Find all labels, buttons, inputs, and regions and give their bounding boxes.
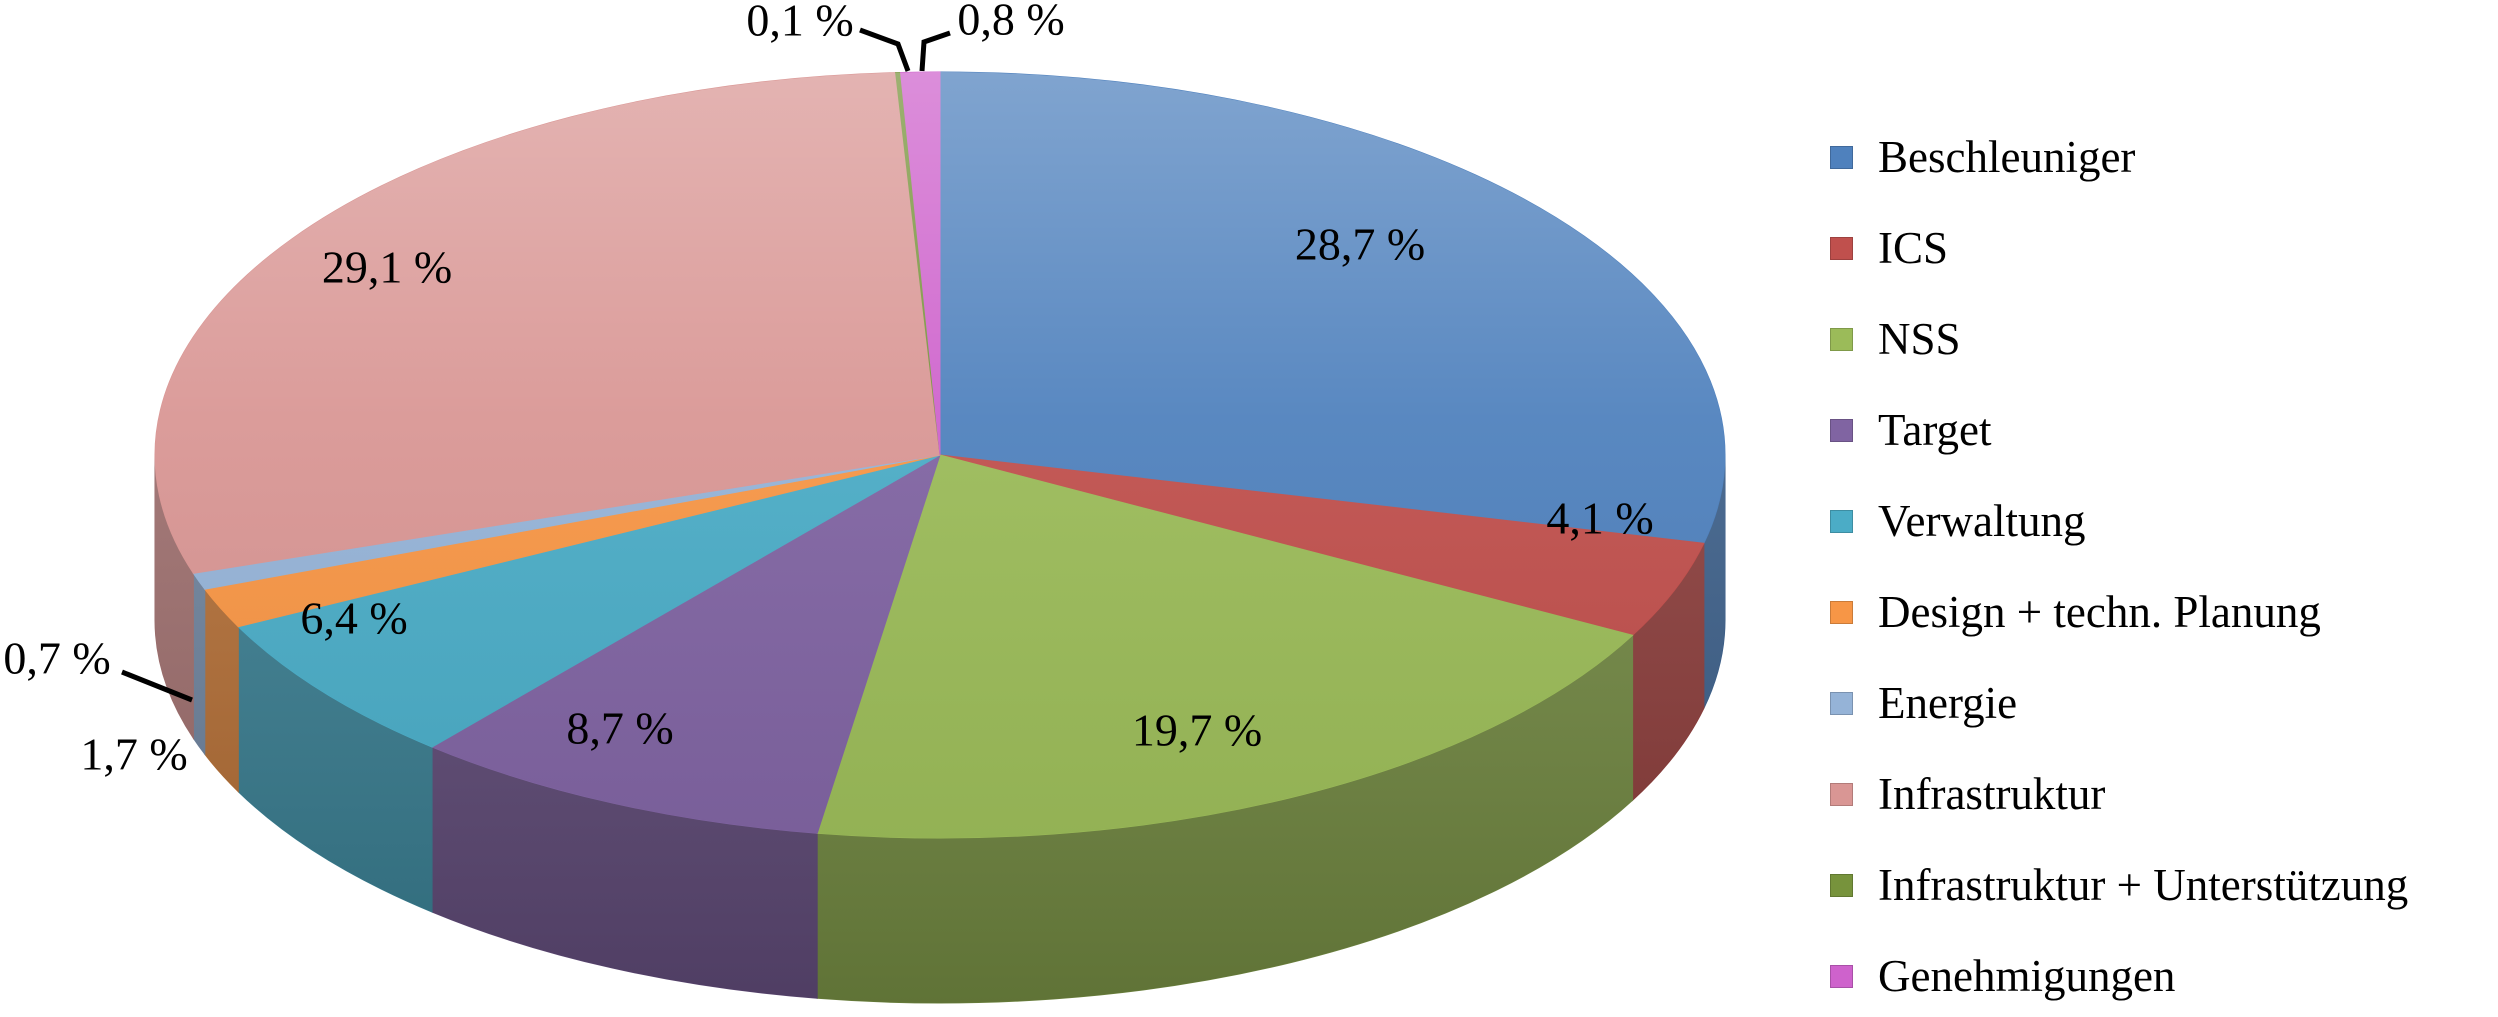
legend-item: Infrastruktur	[1830, 749, 2490, 840]
pie-value-label: 0,8 %	[957, 0, 1064, 45]
legend-swatch	[1830, 419, 1853, 442]
legend-swatch	[1830, 510, 1853, 533]
legend-swatch	[1830, 783, 1853, 806]
legend-label: Verwaltung	[1878, 496, 2086, 546]
legend-swatch	[1830, 601, 1853, 624]
pie-value-labels: 28,7 % 4,1 % 19,7 % 8,7 % 6,4 % 1,7 % 0,7 % 29,…	[3, 0, 1653, 780]
legend-swatch	[1830, 692, 1853, 715]
pie-value-label: 6,4 %	[300, 593, 407, 644]
leader-line	[121, 669, 193, 703]
pie-value-label: 1,7 %	[80, 729, 187, 780]
legend-swatch	[1830, 965, 1853, 988]
pie-value-label: 0,1 %	[746, 0, 853, 46]
pie-value-label: 19,7 %	[1132, 705, 1262, 756]
legend-label: Infrastruktur	[1878, 769, 2106, 819]
leader-line	[859, 27, 911, 72]
legend-label: Infrastruktur + Unterstützung	[1878, 860, 2409, 910]
pie-value-label: 0,7 %	[3, 633, 110, 684]
legend-swatch	[1830, 146, 1853, 169]
legend-swatch	[1830, 328, 1853, 351]
legend-item: Verwaltung	[1830, 476, 2490, 567]
pie-value-label: 28,7 %	[1295, 219, 1425, 270]
legend-item: Genehmigungen	[1830, 931, 2490, 1017]
pie-value-label: 29,1 %	[322, 242, 452, 293]
legend-item: Design + techn. Planung	[1830, 567, 2490, 658]
legend-swatch	[1830, 237, 1853, 260]
legend-swatch	[1830, 874, 1853, 897]
label-leader-lines	[121, 27, 951, 703]
legend-item: NSS	[1830, 294, 2490, 385]
legend-item: Beschleuniger	[1830, 112, 2490, 203]
legend-item: Target	[1830, 385, 2490, 476]
legend-label: Beschleuniger	[1878, 132, 2136, 182]
legend-item: Energie	[1830, 658, 2490, 749]
legend-label: Design + techn. Planung	[1878, 587, 2321, 637]
chart-legend: Beschleuniger ICS NSS Target Verwaltung Desig…	[1830, 112, 2490, 1017]
legend-label: ICS	[1878, 223, 1949, 273]
pie-side-walls	[154, 454, 1726, 1004]
legend-label: Target	[1878, 405, 1992, 455]
legend-item: ICS	[1830, 203, 2490, 294]
legend-label: NSS	[1878, 314, 1961, 364]
wall-sheen-overlay	[155, 455, 1725, 1003]
legend-item: Infrastruktur + Unterstützung	[1830, 840, 2490, 931]
legend-label: Energie	[1878, 678, 2018, 728]
legend-label: Genehmigungen	[1878, 951, 2176, 1001]
pie-value-label: 8,7 %	[566, 703, 673, 754]
pie-value-label: 4,1 %	[1546, 493, 1653, 544]
leader-line	[919, 30, 951, 72]
top-sheen-overlay	[155, 72, 1725, 838]
